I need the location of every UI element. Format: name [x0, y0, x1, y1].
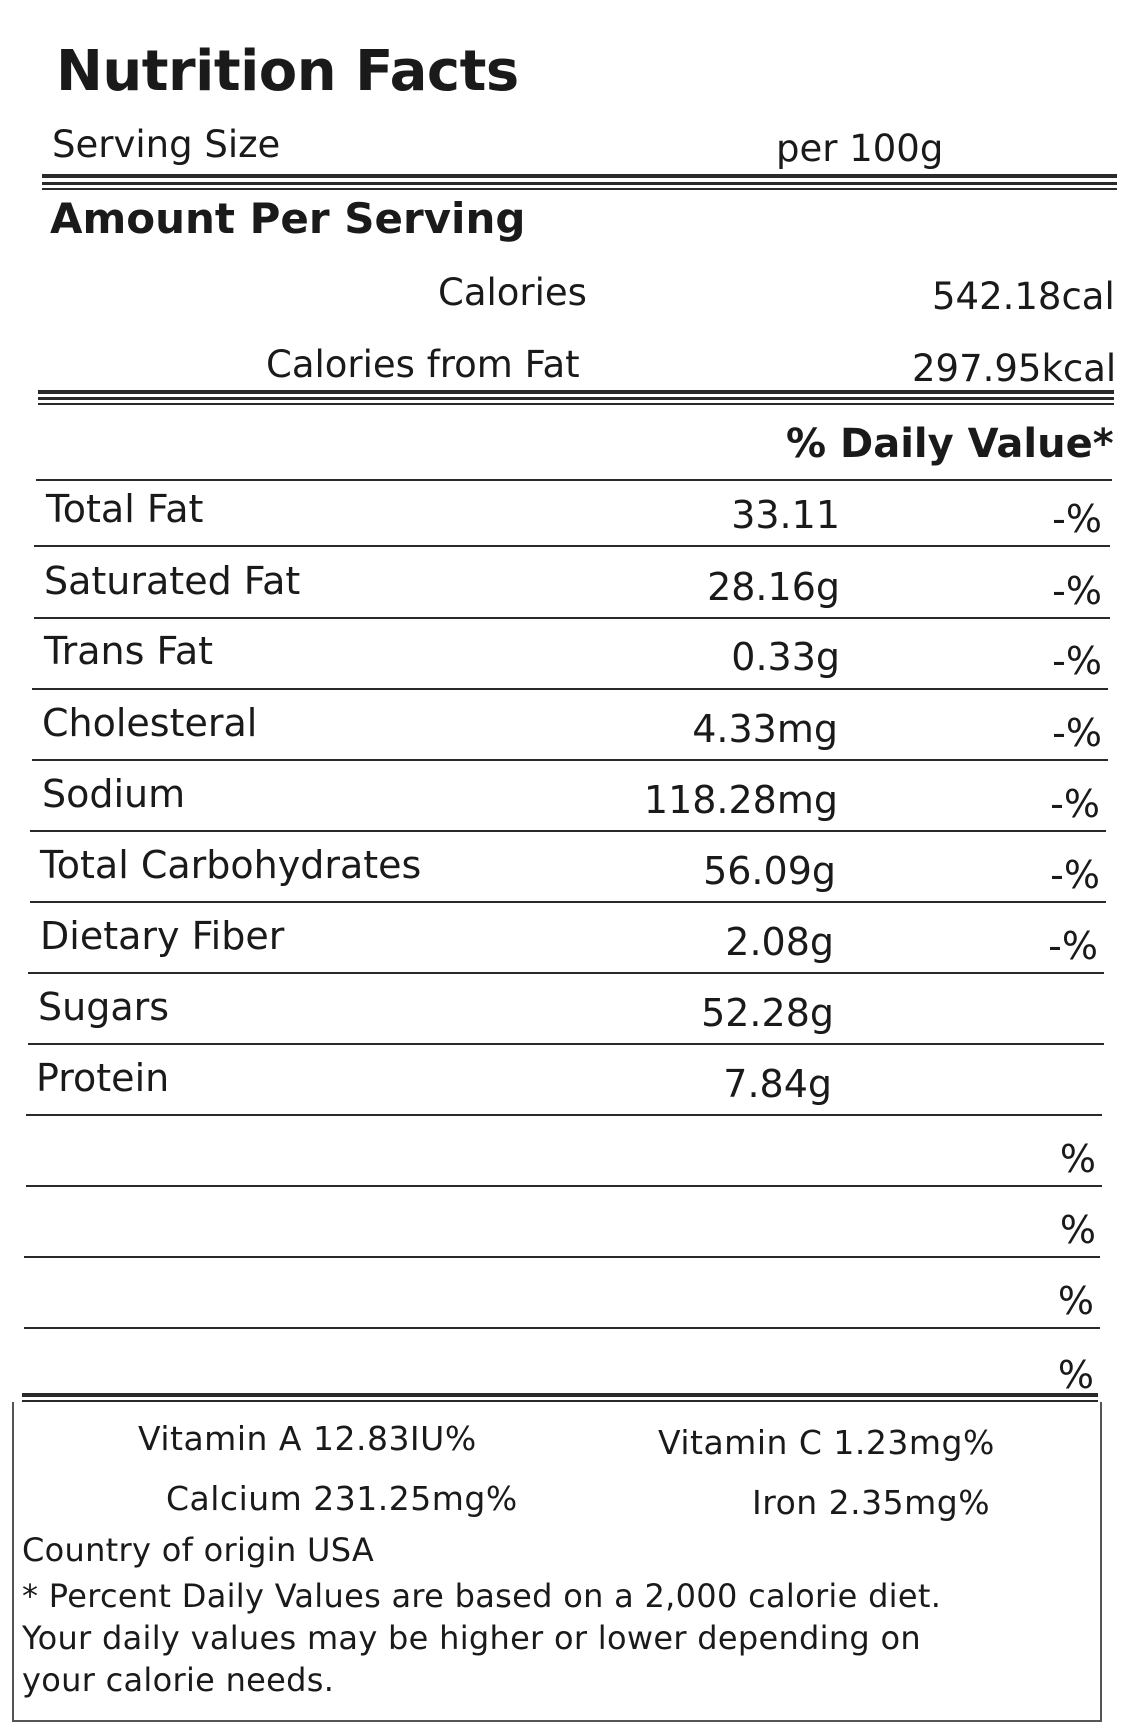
calories-label: Calories	[438, 271, 587, 314]
nutrient-name: Protein	[36, 1056, 170, 1100]
row-divider	[32, 759, 1108, 761]
row-divider	[32, 688, 1108, 690]
daily-value-note-line-1: * Percent Daily Values are based on a 2,…	[22, 1577, 942, 1615]
blank-row-daily-value: %	[1057, 1353, 1094, 1397]
nutrient-daily-value: -%	[1052, 639, 1102, 683]
row-divider	[30, 901, 1106, 903]
nutrient-daily-value: -%	[1050, 853, 1100, 897]
daily-value-note-line-3: your calorie needs.	[22, 1661, 335, 1699]
calcium: Calcium 231.25mg%	[166, 1479, 518, 1518]
divider-thin	[22, 1400, 1098, 1402]
divider-thin	[38, 397, 1114, 400]
vitamin-c: Vitamin C 1.23mg%	[658, 1423, 995, 1462]
daily-value-note-line-2: Your daily values may be higher or lower…	[22, 1619, 921, 1657]
nutrient-amount: 0.33g	[731, 635, 840, 679]
country-of-origin: Country of origin USA	[22, 1531, 375, 1569]
nutrient-daily-value: -%	[1052, 569, 1102, 613]
nutrient-name: Saturated Fat	[44, 559, 301, 603]
divider-thin	[38, 403, 1114, 405]
row-divider	[26, 1185, 1102, 1187]
nutrient-daily-value: -%	[1048, 924, 1098, 968]
divider-thick	[22, 1393, 1098, 1397]
nutrient-amount: 28.16g	[707, 565, 840, 609]
nutrient-amount: 33.11	[731, 493, 840, 537]
daily-value-header: % Daily Value*	[786, 421, 1114, 467]
blank-row-daily-value: %	[1059, 1208, 1096, 1252]
footer-box	[12, 1402, 1102, 1722]
nutrient-amount: 56.09g	[703, 849, 836, 893]
nutrient-name: Dietary Fiber	[40, 914, 285, 958]
serving-size-value: per 100g	[776, 127, 944, 170]
divider-thin	[42, 182, 1117, 185]
nutrient-amount: 7.84g	[723, 1062, 832, 1106]
row-divider	[28, 1043, 1104, 1045]
nutrient-amount: 2.08g	[725, 920, 834, 964]
row-divider	[26, 1114, 1102, 1116]
calories-from-fat-label: Calories from Fat	[266, 343, 580, 386]
divider-thick	[38, 390, 1114, 394]
row-divider	[34, 617, 1110, 619]
calories-from-fat-value: 297.95kcal	[912, 347, 1117, 390]
nutrient-name: Sugars	[38, 985, 170, 1029]
nutrient-name: Trans Fat	[44, 629, 214, 673]
nutrient-daily-value: -%	[1050, 782, 1100, 826]
row-divider	[34, 545, 1110, 547]
row-divider	[24, 1256, 1100, 1258]
nutrient-amount: 118.28mg	[643, 778, 838, 822]
row-divider	[28, 972, 1104, 974]
nutrient-name: Total Fat	[46, 487, 204, 531]
nutrient-daily-value: -%	[1052, 711, 1102, 755]
nutrient-daily-value: -%	[1052, 497, 1102, 541]
divider-thick	[42, 174, 1117, 178]
label-title: Nutrition Facts	[56, 39, 519, 104]
iron: Iron 2.35mg%	[752, 1483, 991, 1522]
nutrient-name: Cholesteral	[42, 701, 258, 745]
nutrient-amount: 52.28g	[701, 991, 834, 1035]
blank-row-daily-value: %	[1057, 1279, 1094, 1323]
row-divider	[24, 1327, 1100, 1329]
blank-row-daily-value: %	[1059, 1137, 1096, 1181]
nutrient-name: Total Carbohydrates	[40, 843, 422, 887]
calories-value: 542.18cal	[932, 275, 1115, 318]
nutrient-amount: 4.33mg	[692, 707, 838, 751]
serving-size-label: Serving Size	[52, 123, 281, 166]
row-divider	[36, 479, 1112, 481]
amount-per-serving-heading: Amount Per Serving	[50, 194, 526, 243]
nutrient-name: Sodium	[42, 772, 186, 816]
row-divider	[30, 830, 1106, 832]
divider-thin	[42, 188, 1117, 190]
vitamin-a: Vitamin A 12.83IU%	[138, 1419, 477, 1458]
